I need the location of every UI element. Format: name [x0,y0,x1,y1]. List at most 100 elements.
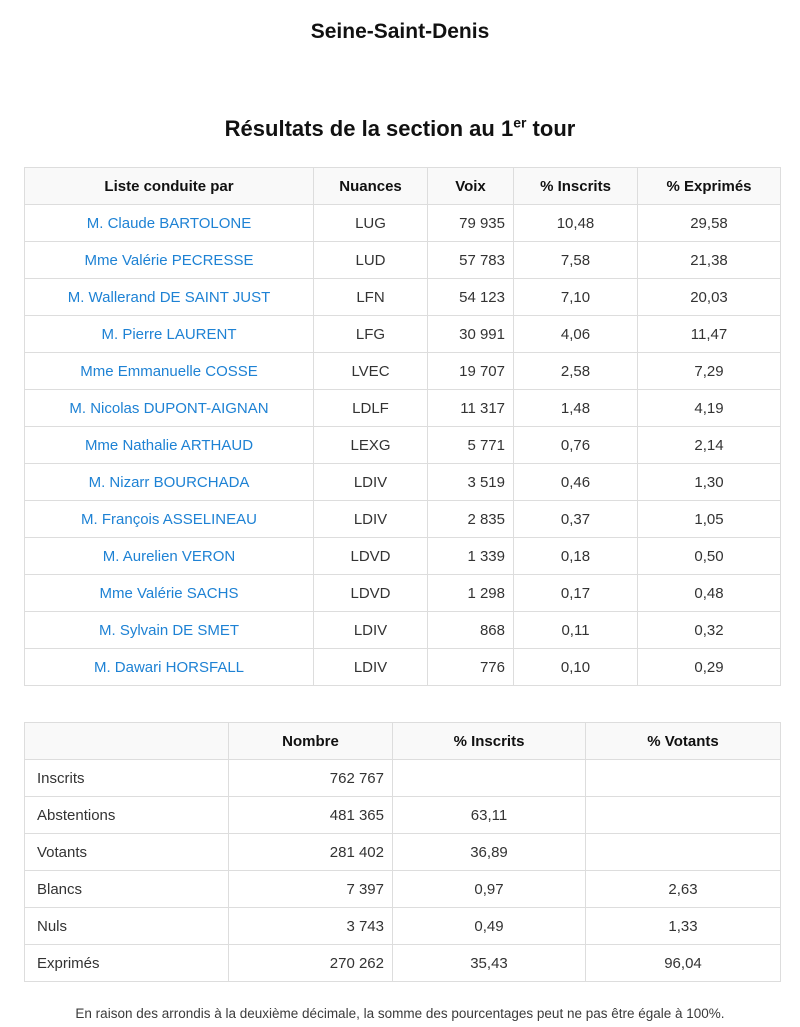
candidate-link[interactable]: M. Nicolas DUPONT-AIGNAN [69,399,269,417]
summary-label: Exprimés [24,944,229,982]
table-row: M. Nicolas DUPONT-AIGNAN LDLF 11 317 1,4… [24,389,781,427]
summary-header-row: Nombre % Inscrits % Votants [24,722,781,760]
nuance-cell: LFG [313,315,428,353]
pct-inscrits-cell: 63,11 [392,796,586,834]
candidate-link[interactable]: Mme Valérie PECRESSE [84,251,254,269]
nuance-cell: LDVD [313,574,428,612]
voix-cell: 1 298 [427,574,514,612]
pct-inscrits-cell: 0,97 [392,870,586,908]
voix-cell: 30 991 [427,315,514,353]
pct-exprimes-cell: 29,58 [637,204,781,242]
candidate-link[interactable]: M. Aurelien VERON [102,547,236,565]
candidate-link[interactable]: M. Wallerand DE SAINT JUST [67,288,271,306]
table-row: Mme Nathalie ARTHAUD LEXG 5 771 0,76 2,1… [24,426,781,464]
candidate-link[interactable]: Mme Valérie SACHS [99,584,239,602]
section-title-suffix: tour [526,116,576,141]
nuance-cell: LUD [313,241,428,279]
pct-inscrits-cell: 1,48 [513,389,638,427]
nombre-cell: 3 743 [228,907,393,945]
header-liste-conduite-par: Liste conduite par [24,167,314,205]
nombre-cell: 481 365 [228,796,393,834]
footnote: En raison des arrondis à la deuxième déc… [75,1006,725,1021]
candidate-cell: M. François ASSELINEAU [24,500,314,538]
pct-votants-cell [585,759,781,797]
voix-cell: 19 707 [427,352,514,390]
candidate-cell: M. Sylvain DE SMET [24,611,314,649]
page-title: Seine-Saint-Denis [310,20,490,43]
voix-cell: 54 123 [427,278,514,316]
table-row: M. Claude BARTOLONE LUG 79 935 10,48 29,… [24,204,781,242]
table-row: Mme Valérie PECRESSE LUD 57 783 7,58 21,… [24,241,781,279]
candidate-cell: Mme Valérie SACHS [24,574,314,612]
nuance-cell: LDIV [313,463,428,501]
candidate-link[interactable]: M. Sylvain DE SMET [98,621,240,639]
candidate-link[interactable]: Mme Nathalie ARTHAUD [84,436,254,454]
table-row: Mme Emmanuelle COSSE LVEC 19 707 2,58 7,… [24,352,781,390]
pct-inscrits-cell: 7,58 [513,241,638,279]
summary-label: Nuls [24,907,229,945]
pct-inscrits-cell: 0,17 [513,574,638,612]
candidate-link[interactable]: M. Pierre LAURENT [101,325,237,343]
pct-inscrits-cell: 0,18 [513,537,638,575]
candidate-cell: Mme Nathalie ARTHAUD [24,426,314,464]
pct-exprimes-cell: 0,48 [637,574,781,612]
candidate-cell: M. Dawari HORSFALL [24,648,314,686]
nuance-cell: LDIV [313,648,428,686]
summary-row: Nuls 3 743 0,49 1,33 [24,907,781,945]
pct-inscrits-cell: 0,11 [513,611,638,649]
pct-inscrits-cell: 0,46 [513,463,638,501]
voix-cell: 11 317 [427,389,514,427]
voix-cell: 3 519 [427,463,514,501]
header-nuances: Nuances [313,167,428,205]
voix-cell: 1 339 [427,537,514,575]
header-pct-exprimes: % Exprimés [637,167,781,205]
pct-exprimes-cell: 2,14 [637,426,781,464]
pct-exprimes-cell: 21,38 [637,241,781,279]
candidate-link[interactable]: M. Nizarr BOURCHADA [88,473,250,491]
header-voix: Voix [427,167,514,205]
pct-inscrits-cell: 2,58 [513,352,638,390]
pct-inscrits-cell: 4,06 [513,315,638,353]
pct-exprimes-cell: 20,03 [637,278,781,316]
pct-inscrits-cell: 7,10 [513,278,638,316]
pct-exprimes-cell: 0,29 [637,648,781,686]
summary-row: Blancs 7 397 0,97 2,63 [24,870,781,908]
candidate-cell: M. Nizarr BOURCHADA [24,463,314,501]
results-header-row: Liste conduite par Nuances Voix % Inscri… [24,167,781,205]
pct-inscrits-cell: 0,49 [392,907,586,945]
pct-exprimes-cell: 11,47 [637,315,781,353]
candidate-link[interactable]: M. Claude BARTOLONE [86,214,252,232]
nuance-cell: LDIV [313,500,428,538]
nuance-cell: LFN [313,278,428,316]
summary-label: Blancs [24,870,229,908]
candidate-link[interactable]: M. Dawari HORSFALL [93,658,245,676]
pct-votants-cell: 1,33 [585,907,781,945]
table-row: M. Aurelien VERON LDVD 1 339 0,18 0,50 [24,537,781,575]
nombre-cell: 7 397 [228,870,393,908]
candidate-link[interactable]: Mme Emmanuelle COSSE [80,362,258,380]
nuance-cell: LEXG [313,426,428,464]
nombre-cell: 281 402 [228,833,393,871]
candidate-cell: M. Nicolas DUPONT-AIGNAN [24,389,314,427]
section-title-superscript: er [513,114,527,131]
nuance-cell: LUG [313,204,428,242]
section-title: Résultats de la section au 1er tour [0,116,800,142]
nuance-cell: LDVD [313,537,428,575]
pct-votants-cell: 96,04 [585,944,781,982]
summary-table: Nombre % Inscrits % Votants Inscrits 762… [24,722,781,982]
pct-exprimes-cell: 4,19 [637,389,781,427]
summary-row: Inscrits 762 767 [24,759,781,797]
nombre-cell: 762 767 [228,759,393,797]
pct-votants-cell [585,796,781,834]
table-row: M. François ASSELINEAU LDIV 2 835 0,37 1… [24,500,781,538]
voix-cell: 2 835 [427,500,514,538]
table-row: Mme Valérie SACHS LDVD 1 298 0,17 0,48 [24,574,781,612]
pct-votants-cell: 2,63 [585,870,781,908]
header-pct-inscrits: % Inscrits [513,167,638,205]
pct-exprimes-cell: 7,29 [637,352,781,390]
voix-cell: 57 783 [427,241,514,279]
nombre-cell: 270 262 [228,944,393,982]
candidate-link[interactable]: M. François ASSELINEAU [81,510,257,528]
summary-row: Votants 281 402 36,89 [24,833,781,871]
